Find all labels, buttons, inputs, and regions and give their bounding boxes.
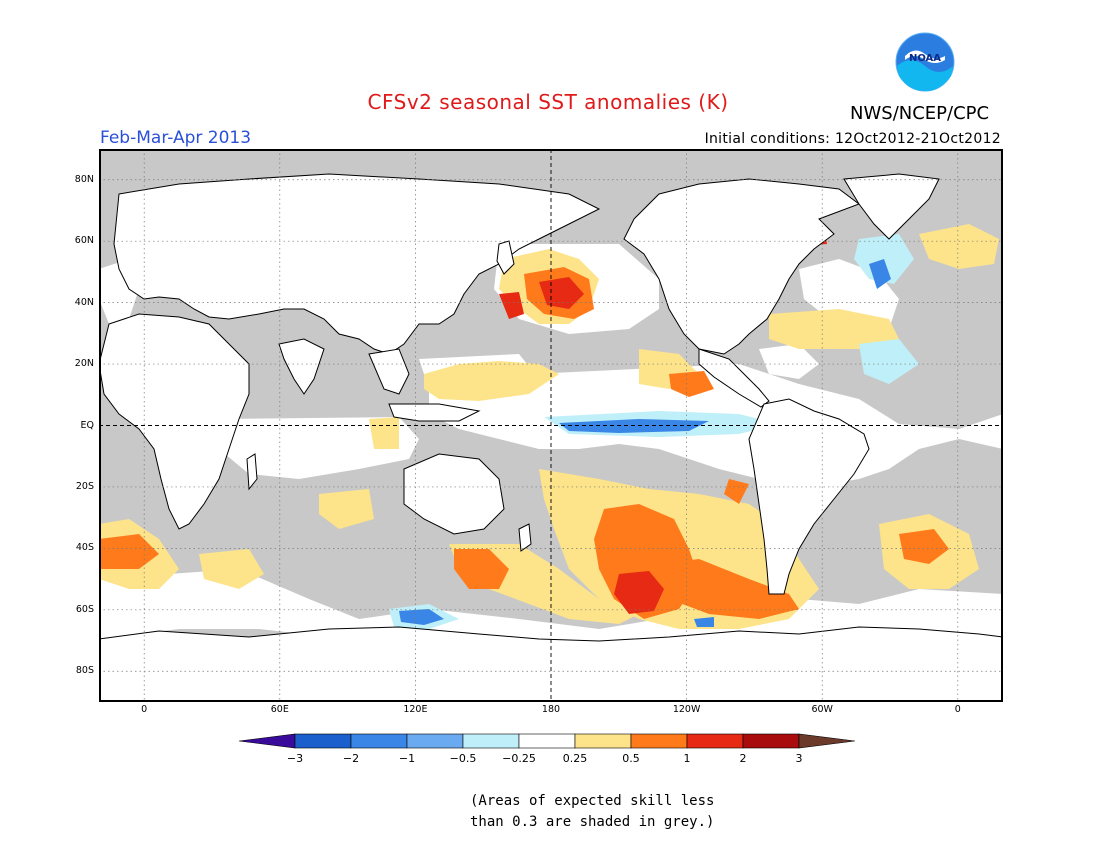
colorbar-swatch xyxy=(686,733,744,749)
colorbar-tick-label: −0.5 xyxy=(450,752,477,765)
colorbar-swatch xyxy=(574,733,632,749)
colorbar-tick-label: 1 xyxy=(684,752,691,765)
colorbar-tick-label: −2 xyxy=(343,752,359,765)
latitude-tick-label: 40N xyxy=(74,296,94,308)
agency-label: NWS/NCEP/CPC xyxy=(850,103,990,124)
latitude-tick-label: 20S xyxy=(75,480,94,492)
colorbar-swatch xyxy=(742,733,800,749)
madagascar xyxy=(246,453,258,491)
colorbar-tick-label: 3 xyxy=(796,752,803,765)
colorbar-tick-label: 2 xyxy=(740,752,747,765)
longitude-tick-label: 120W xyxy=(672,704,701,715)
longitude-tick-label: 60E xyxy=(270,704,289,715)
india xyxy=(278,338,325,395)
colorbar-min-arrow xyxy=(238,733,296,749)
antarctica xyxy=(99,626,1003,702)
negative-anomaly-moderate xyxy=(399,259,891,627)
japan xyxy=(496,240,515,275)
africa xyxy=(99,313,250,530)
footnote-line-1: (Areas of expected skill less xyxy=(470,793,715,809)
skill-footnote: (Areas of expected skill less than 0.3 a… xyxy=(470,791,714,833)
colorbar: −3 −2 −1 −0.5 −0.25 0.25 0.5 1 2 3 xyxy=(238,733,856,765)
latitude-tick-label: 80S xyxy=(75,665,94,677)
colorbar-swatch xyxy=(294,733,352,749)
chart-title: CFSv2 seasonal SST anomalies (K) xyxy=(367,90,729,114)
colorbar-tick-label: 0.5 xyxy=(622,752,640,765)
latitude-tick-label: 20N xyxy=(74,358,94,370)
colorbar-tick-label: −1 xyxy=(399,752,415,765)
south-america xyxy=(748,398,870,595)
greenland xyxy=(843,173,940,240)
colorbar-swatch xyxy=(518,733,576,749)
longitude-tick-label: 180 xyxy=(541,704,561,715)
sst-anomaly-map xyxy=(99,149,1003,702)
indonesia xyxy=(388,403,481,422)
colorbar-tick-label: −3 xyxy=(287,752,303,765)
australia xyxy=(403,453,505,535)
colorbar-tick-label: −0.25 xyxy=(502,752,536,765)
colorbar-swatch xyxy=(406,733,464,749)
colorbar-max-arrow xyxy=(798,733,856,749)
southeast-asia xyxy=(368,348,410,395)
noaa-logo-icon: NOAA xyxy=(895,32,955,92)
equator-dateline xyxy=(99,149,1003,702)
longitude-labels: 0 60E 120E 180 120W 60W 0 xyxy=(99,704,1003,718)
latitude-tick-label: 40S xyxy=(75,542,94,554)
continents xyxy=(99,173,1003,702)
latitude-tick-label: 60S xyxy=(75,603,94,615)
noaa-logo-text: NOAA xyxy=(909,53,941,64)
longitude-tick-label: 0 xyxy=(954,704,961,715)
map-frame xyxy=(99,149,1003,702)
new-zealand xyxy=(518,523,532,552)
longitude-tick-label: 60W xyxy=(811,704,833,715)
colorbar-swatch xyxy=(350,733,408,749)
longitude-tick-label: 0 xyxy=(141,704,148,715)
forecast-period: Feb-Mar-Apr 2013 xyxy=(100,128,252,148)
latitude-tick-label: 60N xyxy=(74,235,94,247)
colorbar-swatch xyxy=(630,733,688,749)
latitude-tick-label: EQ xyxy=(80,419,94,431)
footnote-line-2: than 0.3 are shaded in grey.) xyxy=(470,814,715,830)
colorbar-tick-label: 0.25 xyxy=(563,752,588,765)
noaa-logo: NOAA xyxy=(895,32,955,92)
colorbar-swatch xyxy=(462,733,520,749)
longitude-tick-label: 120E xyxy=(403,704,428,715)
initial-conditions: Initial conditions: 12Oct2012-21Oct2012 xyxy=(704,131,1001,147)
north-america xyxy=(623,178,861,355)
latitude-tick-label: 80N xyxy=(74,173,94,185)
